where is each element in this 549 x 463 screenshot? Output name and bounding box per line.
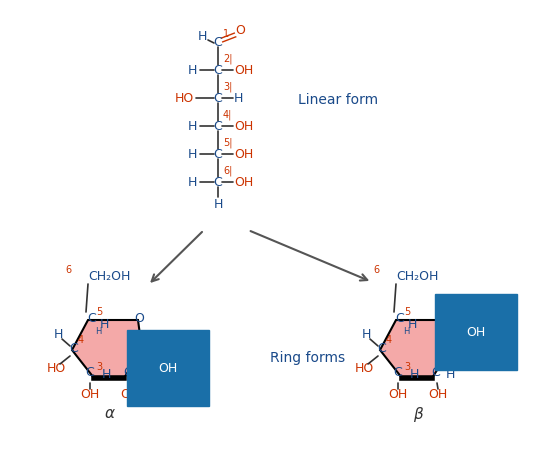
Polygon shape [380,320,450,378]
Text: 2: 2 [440,362,446,372]
Text: 3: 3 [96,362,102,372]
Polygon shape [72,320,142,378]
Text: 5: 5 [404,307,410,317]
Text: 5: 5 [96,307,102,317]
Text: H: H [99,319,109,332]
Text: CH₂OH: CH₂OH [396,269,438,282]
Text: H: H [233,92,243,105]
Text: OH: OH [158,362,178,375]
Text: H: H [407,319,417,332]
Text: 6: 6 [373,265,379,275]
Text: 1: 1 [456,334,462,344]
Text: O: O [134,313,144,325]
Text: OH: OH [234,175,254,188]
Text: H: H [187,148,197,161]
Text: OH: OH [234,148,254,161]
Text: 4: 4 [386,335,392,345]
Text: 4|: 4| [223,110,232,120]
Text: 6|: 6| [223,166,232,176]
Text: 4: 4 [78,335,84,345]
Text: C: C [432,367,440,380]
Text: OH: OH [234,63,254,76]
Text: H: H [95,327,101,337]
Text: H: H [153,336,163,349]
Text: C: C [214,63,222,76]
Text: H: H [197,31,206,44]
Text: 1: 1 [148,334,154,344]
Text: H: H [214,198,223,211]
Text: H: H [53,329,63,342]
Text: C: C [214,92,222,105]
Text: H: H [361,329,371,342]
Text: OH: OH [388,388,407,400]
Text: 5|: 5| [223,138,232,148]
Text: OH: OH [234,119,254,132]
Text: Linear form: Linear form [298,93,378,107]
Text: HO: HO [46,362,66,375]
Text: C: C [447,338,456,351]
Text: C: C [86,367,94,380]
Text: O: O [442,313,452,325]
Text: H: H [187,119,197,132]
Text: β: β [413,407,423,421]
Text: OH: OH [428,388,447,400]
Text: 1: 1 [223,29,229,39]
Text: 3|: 3| [223,82,232,92]
Text: C: C [70,342,79,355]
Text: C: C [124,367,132,380]
Text: C: C [214,119,222,132]
Text: OH: OH [466,325,486,338]
Text: 3: 3 [404,362,410,372]
Text: H: H [445,369,455,382]
Text: H: H [102,369,111,382]
Text: α: α [105,407,115,421]
Text: HO: HO [175,92,194,105]
Text: C: C [396,313,405,325]
Text: CH₂OH: CH₂OH [88,269,130,282]
Text: Ring forms: Ring forms [271,351,345,365]
Text: C: C [214,148,222,161]
Text: O: O [235,25,245,38]
Text: 2: 2 [132,362,138,372]
Text: C: C [214,36,222,49]
Text: C: C [88,313,97,325]
Text: HO: HO [354,362,374,375]
Text: H: H [137,369,147,382]
Text: H: H [187,63,197,76]
Text: 6: 6 [65,265,71,275]
Text: H: H [461,351,470,364]
Text: C: C [394,367,402,380]
Text: H: H [187,175,197,188]
Text: C: C [378,342,386,355]
Text: H: H [410,369,419,382]
Text: C: C [214,175,222,188]
Text: OH: OH [120,388,139,400]
Text: OH: OH [80,388,99,400]
Text: H: H [403,327,409,337]
Text: 2|: 2| [223,54,232,64]
Text: C: C [139,338,148,351]
